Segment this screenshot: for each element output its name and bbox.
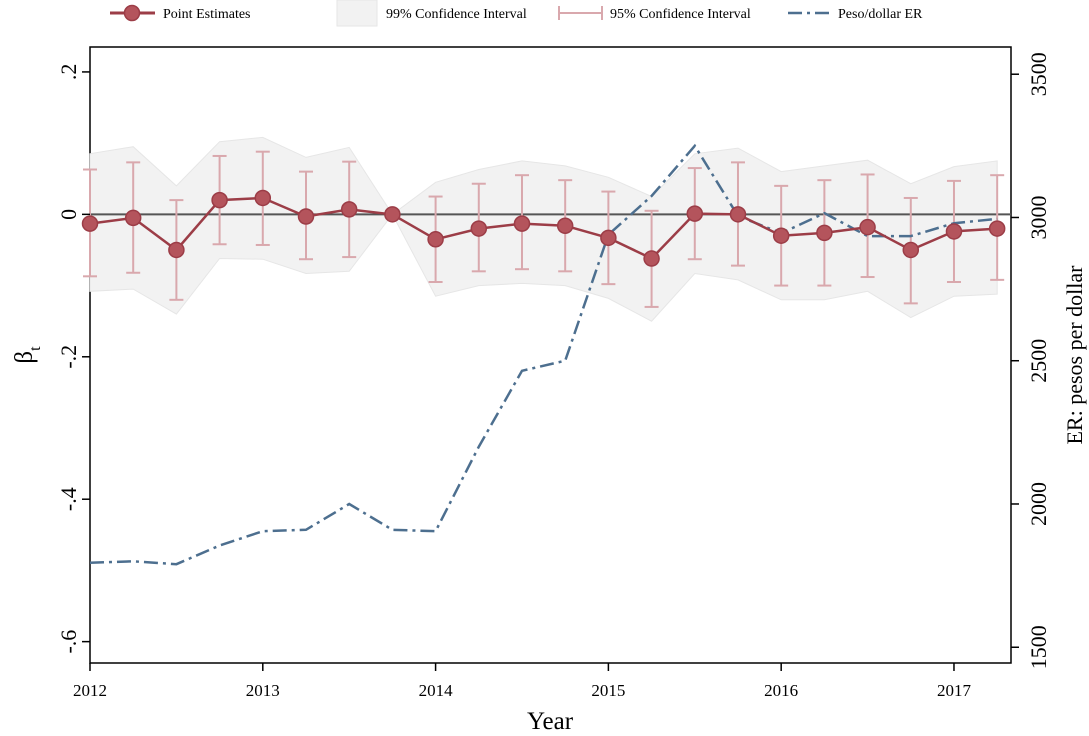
- point-estimate-marker: [729, 206, 747, 223]
- plot-area: [89, 46, 1012, 664]
- ci99-band: [89, 136, 998, 322]
- point-estimates-layer: [81, 189, 1006, 267]
- point-estimate-marker: [772, 227, 790, 244]
- y2-tick-label: 1500: [1026, 625, 1051, 669]
- y-tick-label: -.2: [56, 345, 81, 369]
- point-estimate-marker: [686, 205, 704, 222]
- point-estimate-marker: [556, 217, 574, 234]
- legend-label-99-ci: 99% Confidence Interval: [386, 7, 527, 22]
- point-estimate-marker: [168, 241, 185, 259]
- x-tick-label: 2014: [419, 681, 454, 700]
- y-axis-title: βt: [11, 346, 44, 364]
- point-estimate-marker: [859, 218, 876, 236]
- legend-label-point-estimates: Point Estimates: [163, 7, 251, 22]
- legend-item-95-ci: 95% Confidence Interval: [558, 6, 751, 22]
- point-estimate-marker: [513, 215, 531, 232]
- y-axis-left: .2 0 -.2 -.4 -.6: [56, 64, 90, 654]
- point-estimate-marker: [988, 220, 1006, 237]
- point-estimate-marker: [945, 223, 963, 240]
- y2-tick-label: 3000: [1026, 195, 1051, 239]
- legend-item-99-ci: 99% Confidence Interval: [336, 0, 527, 27]
- point-estimate-marker: [427, 231, 444, 248]
- ci99-layer: [89, 136, 998, 322]
- point-estimate-marker: [211, 191, 228, 209]
- point-estimate-marker: [600, 229, 617, 247]
- legend-swatch-99-ci: [336, 0, 378, 27]
- point-estimate-marker: [254, 189, 272, 207]
- legend-item-point-estimates: Point Estimates: [110, 4, 251, 22]
- y-axis-title-symbol: β: [11, 351, 38, 364]
- point-estimate-marker: [297, 208, 315, 225]
- x-tick-label: 2016: [764, 681, 798, 700]
- y2-axis-title: ER: pesos per dollar: [1062, 265, 1087, 445]
- x-tick-label: 2012: [73, 681, 107, 700]
- point-estimate-marker: [816, 224, 833, 242]
- exchange-rate-layer: [89, 143, 998, 566]
- point-estimate-marker: [470, 220, 488, 237]
- y-tick-label: -.6: [56, 630, 81, 654]
- x-tick-label: 2017: [937, 681, 972, 700]
- y-tick-label: 0: [56, 209, 81, 220]
- point-estimate-marker: [124, 209, 142, 227]
- y2-tick-label: 2000: [1026, 482, 1051, 526]
- x-axis: 2012 2013 2014 2015 2016 2017: [73, 663, 971, 700]
- point-estimate-marker: [81, 215, 99, 232]
- y-tick-label: .2: [56, 64, 81, 81]
- legend-label-95-ci: 95% Confidence Interval: [610, 7, 751, 22]
- y2-tick-label: 2500: [1026, 339, 1051, 383]
- y-axis-right: 3500 3000 2500 2000 1500: [1011, 52, 1051, 669]
- x-tick-label: 2015: [591, 681, 625, 700]
- legend-item-er: Peso/dollar ER: [788, 7, 923, 22]
- x-tick-label: 2013: [246, 681, 280, 700]
- x-axis-title: Year: [527, 708, 574, 735]
- point-estimate-marker: [643, 250, 660, 267]
- y2-tick-label: 3500: [1026, 52, 1051, 96]
- point-estimates-line: [89, 196, 998, 261]
- legend: Point Estimates 99% Confidence Interval …: [110, 0, 923, 27]
- y-tick-label: -.4: [56, 487, 81, 511]
- legend-label-er: Peso/dollar ER: [838, 7, 923, 22]
- y-axis-title-subscript: t: [27, 346, 44, 351]
- point-estimate-marker: [902, 241, 920, 259]
- point-estimate-marker: [340, 201, 358, 218]
- exchange-rate-line: [89, 143, 998, 566]
- legend-swatch-point-estimates-marker: [123, 4, 141, 22]
- point-estimate-marker: [384, 206, 401, 223]
